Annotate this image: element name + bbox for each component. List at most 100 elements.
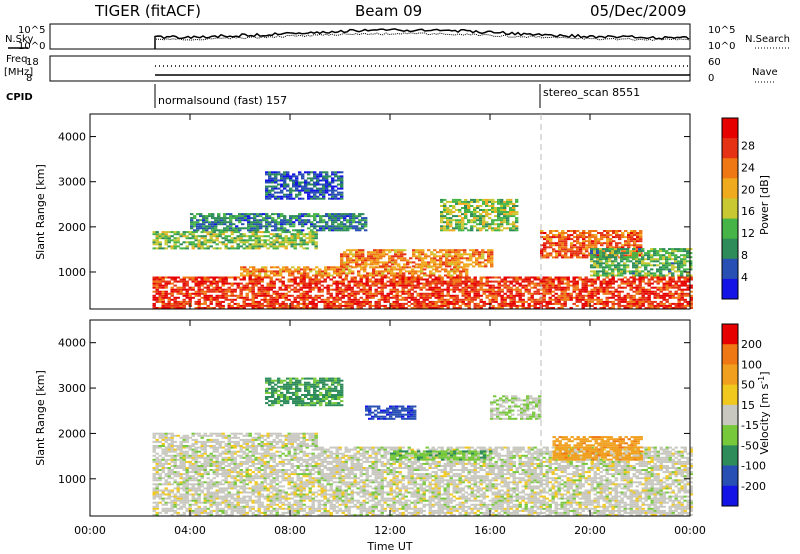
heatmap-cell bbox=[494, 290, 498, 293]
heatmap-cell bbox=[515, 294, 519, 297]
heatmap-cell bbox=[639, 246, 643, 249]
heatmap-cell bbox=[563, 298, 567, 301]
heatmap-cell bbox=[280, 223, 284, 226]
heatmap-cell bbox=[161, 471, 165, 474]
heatmap-cell bbox=[680, 304, 684, 307]
heatmap-cell bbox=[269, 278, 273, 281]
heatmap-cell bbox=[280, 183, 284, 186]
heatmap-cell bbox=[482, 200, 486, 203]
heatmap-cell bbox=[464, 202, 468, 205]
heatmap-cell bbox=[581, 290, 585, 293]
heatmap-cell bbox=[650, 264, 654, 267]
heatmap-cell bbox=[488, 280, 492, 283]
heatmap-cell bbox=[347, 296, 351, 299]
heatmap-cell bbox=[500, 280, 504, 283]
heatmap-cell bbox=[585, 240, 589, 243]
heatmap-cell bbox=[497, 284, 501, 287]
heatmap-cell bbox=[182, 462, 186, 465]
heatmap-cell bbox=[158, 489, 162, 492]
heatmap-cell bbox=[557, 284, 561, 287]
heatmap-cell bbox=[206, 296, 210, 299]
heatmap-cell bbox=[304, 215, 308, 218]
heatmap-cell bbox=[567, 238, 571, 241]
heatmap-cell bbox=[629, 307, 633, 309]
heatmap-cell bbox=[299, 237, 303, 240]
heatmap-cell bbox=[407, 292, 411, 295]
heatmap-cell bbox=[302, 296, 306, 299]
heatmap-cell bbox=[206, 304, 210, 307]
heatmap-cell bbox=[431, 278, 435, 281]
heatmap-cell bbox=[286, 219, 290, 222]
heatmap-cell bbox=[635, 258, 639, 261]
heatmap-cell bbox=[199, 219, 203, 222]
heatmap-cell bbox=[605, 288, 609, 291]
heatmap-cell bbox=[671, 254, 675, 257]
heatmap-cell bbox=[656, 260, 660, 263]
heatmap-cell bbox=[608, 286, 612, 289]
heatmap-cell bbox=[346, 219, 350, 222]
heatmap-cell bbox=[626, 300, 630, 303]
heatmap-cell bbox=[295, 187, 299, 190]
heatmap-cell bbox=[464, 198, 468, 201]
heatmap-cell bbox=[233, 294, 237, 297]
heatmap-cell bbox=[164, 483, 168, 486]
heatmap-cell bbox=[167, 473, 171, 476]
heatmap-cell bbox=[341, 280, 345, 283]
heatmap-cell bbox=[632, 300, 636, 303]
heatmap-cell bbox=[396, 268, 400, 271]
heatmap-cell bbox=[307, 187, 311, 190]
heatmap-cell bbox=[596, 272, 600, 275]
heatmap-cell bbox=[356, 290, 360, 293]
heatmap-cell bbox=[460, 261, 464, 264]
heatmap-cell bbox=[656, 264, 660, 267]
heatmap-cell bbox=[262, 225, 266, 228]
heatmap-cell bbox=[683, 254, 687, 257]
heatmap-cell bbox=[298, 171, 302, 174]
heatmap-cell bbox=[368, 278, 372, 281]
heatmap-cell bbox=[361, 225, 365, 228]
heatmap-cell bbox=[284, 241, 288, 244]
heatmap-cell bbox=[497, 292, 501, 295]
heatmap-cell bbox=[305, 296, 309, 299]
heatmap-cell bbox=[361, 259, 365, 262]
heatmap-cell bbox=[278, 280, 282, 283]
heatmap-cell bbox=[365, 290, 369, 293]
heatmap-cell bbox=[278, 307, 282, 309]
heatmap-cell bbox=[632, 252, 636, 255]
heatmap-cell bbox=[647, 300, 651, 303]
heatmap-cell bbox=[227, 239, 231, 242]
heatmap-cell bbox=[220, 223, 224, 226]
heatmap-cell bbox=[266, 243, 270, 246]
heatmap-cell bbox=[233, 288, 237, 291]
heatmap-cell bbox=[509, 302, 513, 305]
heatmap-cell bbox=[308, 241, 312, 244]
heatmap-cell bbox=[455, 219, 459, 222]
heatmap-cell bbox=[650, 260, 654, 263]
heatmap-cell bbox=[608, 264, 612, 267]
heatmap-cell bbox=[668, 270, 672, 273]
heatmap-cell bbox=[325, 189, 329, 192]
heatmap-cell bbox=[335, 286, 339, 289]
heatmap-cell bbox=[418, 251, 422, 254]
heatmap-cell bbox=[176, 307, 180, 309]
heatmap-cell bbox=[248, 243, 252, 246]
heatmap-cell bbox=[206, 245, 210, 248]
heatmap-cell bbox=[314, 243, 318, 246]
heatmap-cell bbox=[570, 248, 574, 251]
heatmap-cell bbox=[243, 266, 247, 269]
heatmap-cell bbox=[680, 260, 684, 263]
heatmap-cell bbox=[155, 493, 159, 496]
heatmap-cell bbox=[155, 495, 159, 498]
heatmap-cell bbox=[621, 244, 625, 247]
heatmap-cell bbox=[176, 511, 180, 514]
heatmap-cell bbox=[284, 237, 288, 240]
heatmap-cell bbox=[308, 276, 312, 279]
heatmap-cell bbox=[167, 483, 171, 486]
heatmap-cell bbox=[512, 229, 516, 232]
heatmap-cell bbox=[570, 238, 574, 241]
heatmap-cell bbox=[281, 280, 285, 283]
heatmap-cell bbox=[455, 307, 459, 309]
heatmap-cell bbox=[230, 288, 234, 291]
heatmap-cell bbox=[603, 250, 607, 253]
heatmap-cell bbox=[282, 268, 286, 271]
